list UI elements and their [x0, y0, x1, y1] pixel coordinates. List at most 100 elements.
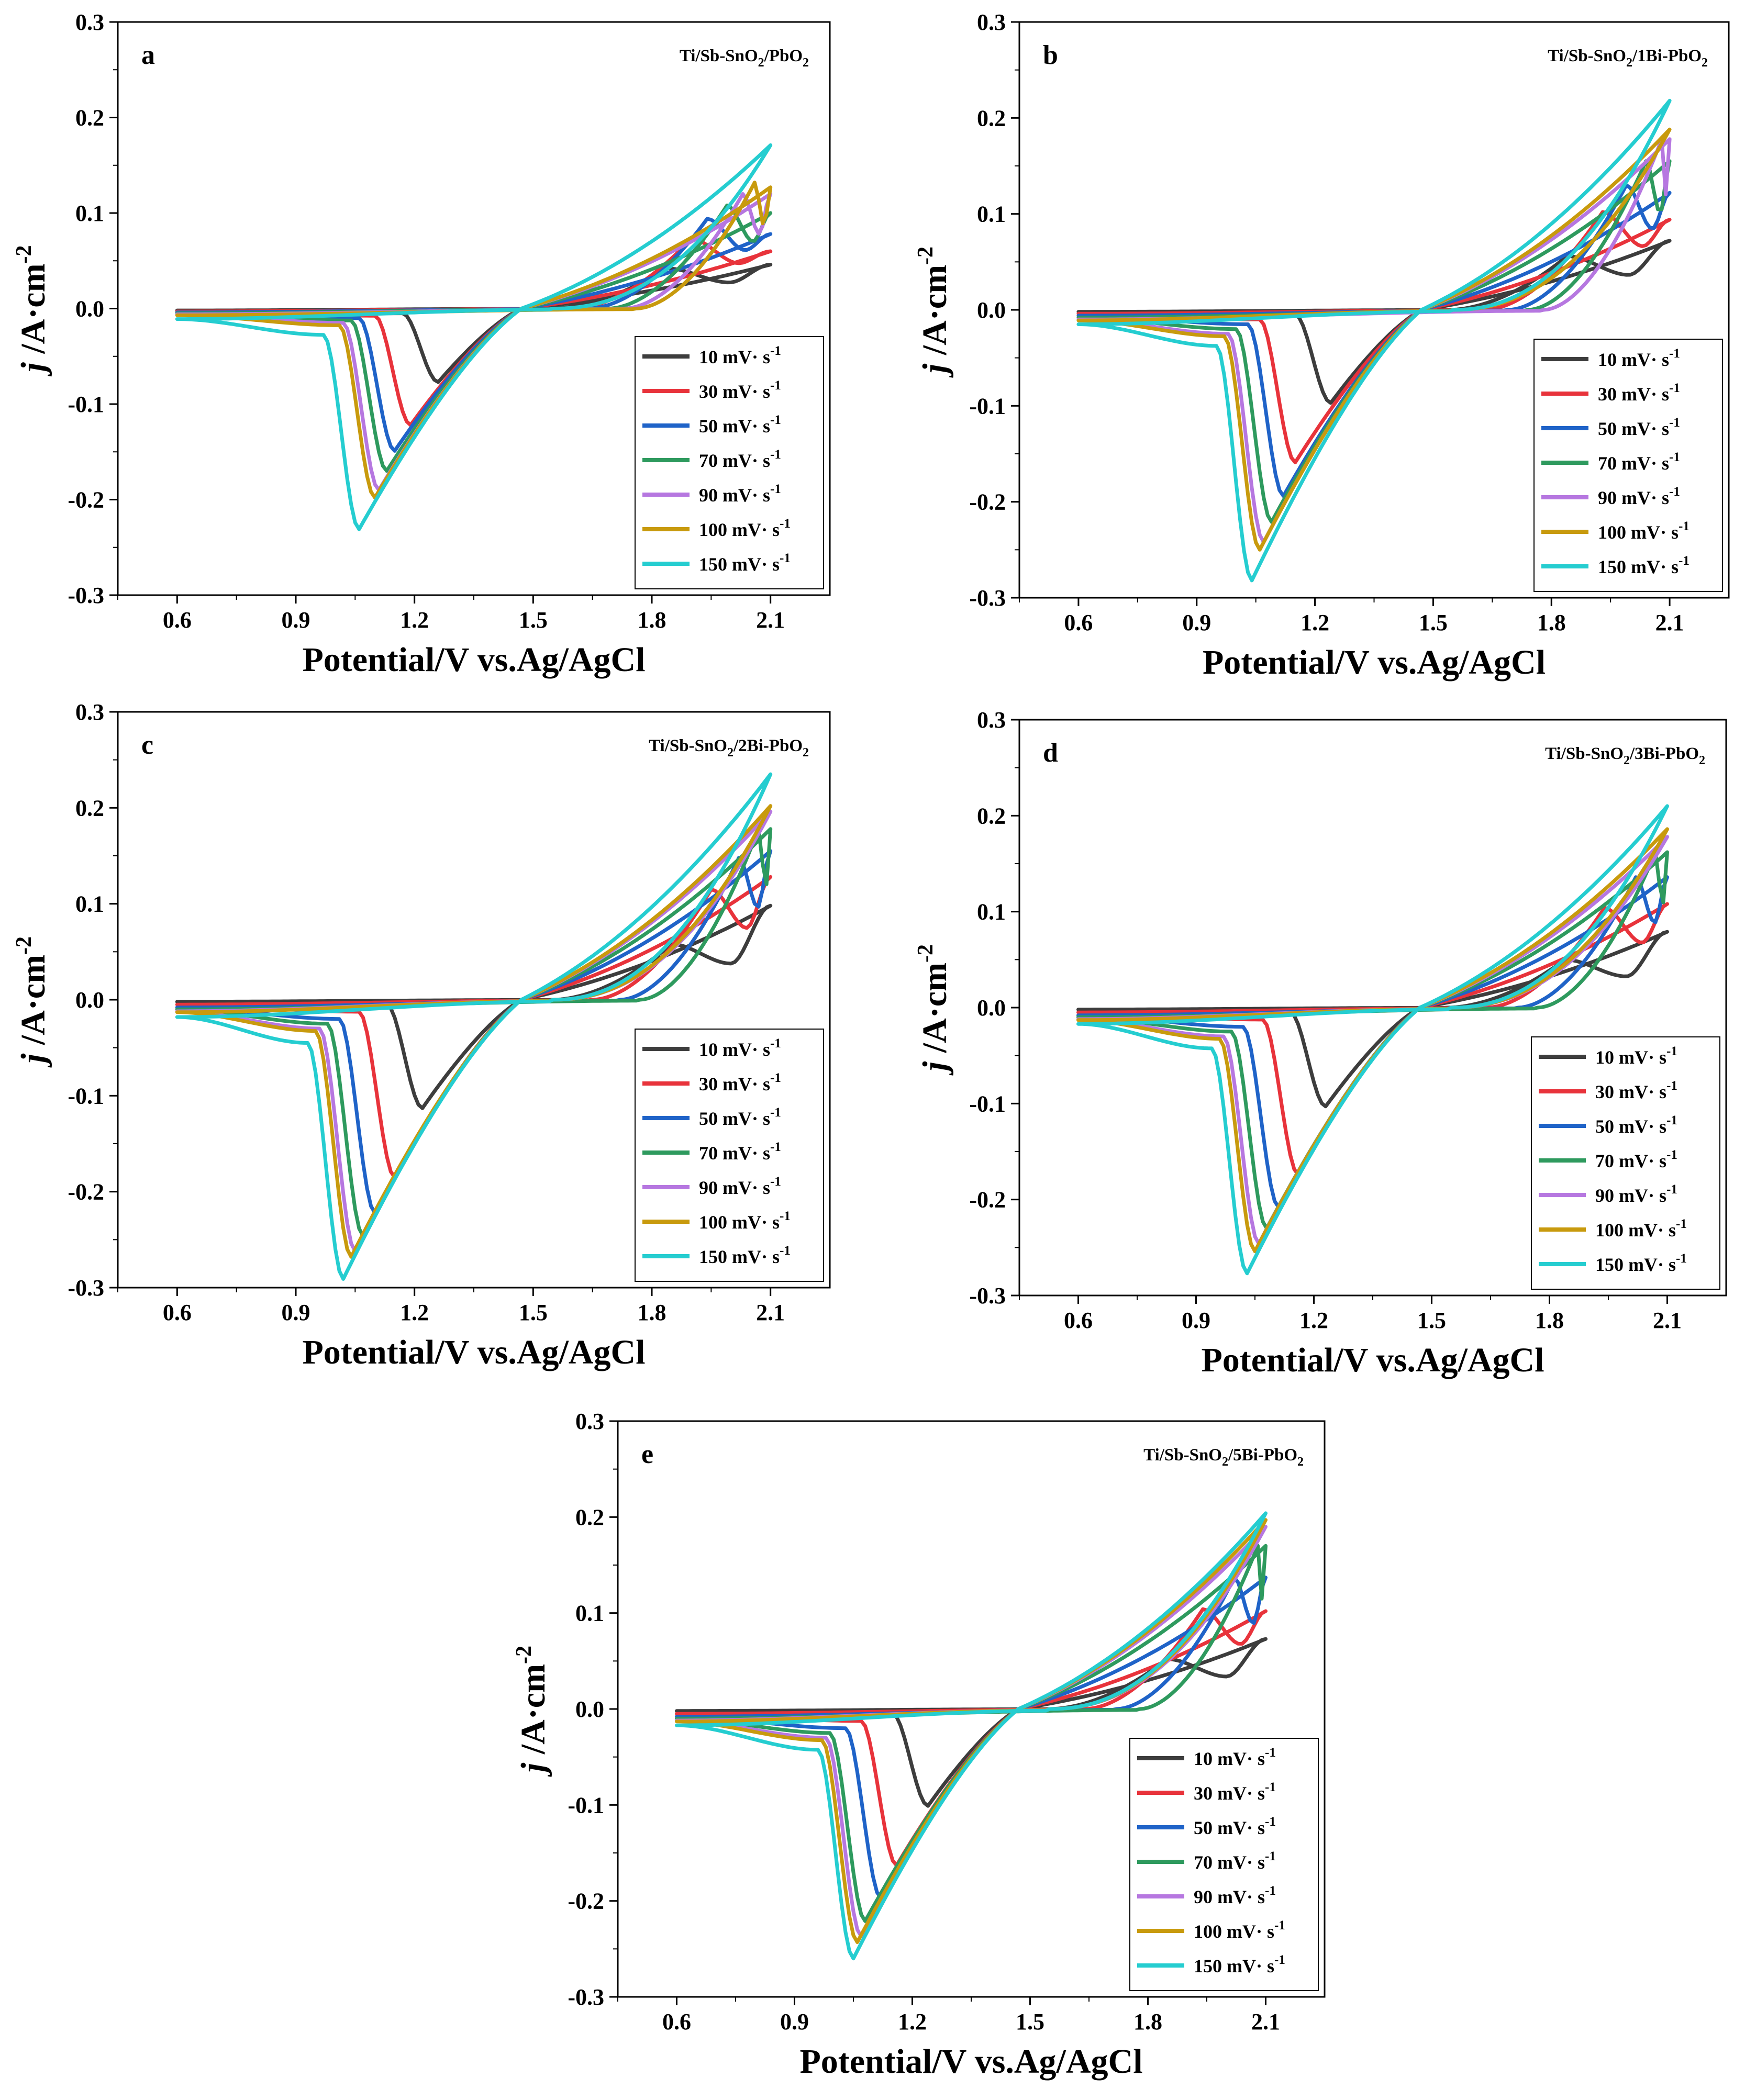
panel-letter: b: [1043, 40, 1058, 70]
legend-label: 90 mV· s-1: [1598, 485, 1680, 508]
y-tick-label: 0.1: [75, 200, 104, 226]
series-line-150-mv: [1076, 804, 1669, 1276]
x-tick-label: 2.1: [1251, 2009, 1280, 2035]
y-tick-label: -0.1: [68, 1083, 104, 1109]
series-line-100-mv: [675, 1518, 1268, 1944]
y-tick-label: -0.3: [969, 585, 1006, 611]
legend-box: [1531, 1036, 1720, 1290]
legend-label: 100 mV· s-1: [699, 517, 791, 540]
y-tick-label: 0.2: [75, 105, 104, 131]
y-tick-label: -0.3: [68, 583, 104, 608]
legend-label: 10 mV· s-1: [1194, 1746, 1276, 1769]
y-tick-label: 0.0: [575, 1696, 604, 1722]
legend-label: 90 mV· s-1: [1194, 1884, 1276, 1907]
x-tick-label: 1.2: [1299, 1308, 1328, 1333]
panel-letter: c: [141, 730, 153, 760]
legend-label: 100 mV· s-1: [1595, 1217, 1687, 1241]
x-tick-label: 0.6: [163, 1300, 192, 1325]
y-tick-label: 0.2: [575, 1504, 604, 1530]
x-tick-label: 0.9: [282, 607, 310, 633]
chart-svg-a: 0.6 0.9 1.2 1.5 1.8 2.1 -0.3 -0.2 -0.1 0.0 0.1 0.2 0…: [12, 9, 831, 679]
x-tick-label: 1.5: [519, 1300, 548, 1325]
chart-svg-e: 0.6 0.9 1.2 1.5 1.8 2.1 -0.3 -0.2 -0.1 0.0 0.1 0.2 0…: [512, 1409, 1326, 2081]
y-tick-label: 0.3: [977, 707, 1006, 733]
y-tick-label: 0.0: [977, 995, 1006, 1021]
x-tick-label: 1.2: [1301, 610, 1329, 635]
y-tick-label: -0.1: [568, 1792, 604, 1818]
y-tick-label: 0.2: [977, 803, 1006, 829]
legend-label: 90 mV· s-1: [699, 482, 781, 506]
legend-label: 50 mV· s-1: [699, 413, 781, 437]
chart-svg-b: 0.6 0.9 1.2 1.5 1.8 2.1 -0.3 -0.2 -0.1 0.0 0.1 0.2 0…: [914, 9, 1730, 682]
x-tick-label: 0.9: [1182, 1308, 1210, 1333]
series-line-30-mv: [175, 875, 773, 1179]
chart-panel-c: 0.6 0.9 1.2 1.5 1.8 2.1 -0.3 -0.2 -0.1 0.0 0.1 0.2 0…: [0, 691, 873, 1392]
legend-label: 70 mV· s-1: [1598, 450, 1680, 474]
chart-panel-b: 0.6 0.9 1.2 1.5 1.8 2.1 -0.3 -0.2 -0.1 0.0 0.1 0.2 0…: [873, 0, 1745, 682]
panel-letter: a: [141, 40, 155, 70]
series-line-150-mv: [175, 772, 773, 1281]
y-tick-label: -0.2: [68, 487, 104, 513]
y-tick-label: 0.3: [75, 9, 104, 35]
legend-label: 10 mV· s-1: [1595, 1044, 1677, 1068]
legend-label: 50 mV· s-1: [1595, 1113, 1677, 1137]
legend-label: 30 mV· s-1: [699, 1071, 781, 1094]
series-line-100-mv: [1076, 127, 1672, 552]
sample-label: Ti/Sb-SnO2/5Bi-PbO2: [1143, 1446, 1304, 1469]
y-tick-label: -0.3: [68, 1275, 104, 1301]
x-axis-title: Potential/V vs.Ag/AgCl: [1203, 643, 1546, 682]
legend-label: 30 mV· s-1: [1595, 1079, 1677, 1102]
y-tick-label: -0.2: [568, 1889, 604, 1914]
x-tick-label: 0.6: [163, 607, 192, 633]
y-axis-title: j /A·cm-2: [12, 245, 52, 376]
y-tick-label: -0.1: [969, 1091, 1006, 1116]
x-tick-label: 1.2: [400, 607, 429, 633]
x-tick-label: 1.8: [1537, 610, 1566, 635]
x-tick-label: 1.5: [1417, 1308, 1446, 1333]
y-tick-label: 0.3: [977, 9, 1006, 35]
series-line-150-mv: [1076, 98, 1672, 583]
y-axis-title: j /A·cm-2: [914, 247, 954, 378]
legend-label: 30 mV· s-1: [699, 378, 781, 402]
x-tick-label: 1.8: [638, 1300, 666, 1325]
series-line-30-mv: [675, 1607, 1268, 1868]
x-tick-label: 1.8: [1535, 1308, 1564, 1333]
legend-label: 10 mV· s-1: [699, 344, 781, 367]
chart-svg-c: 0.6 0.9 1.2 1.5 1.8 2.1 -0.3 -0.2 -0.1 0.0 0.1 0.2 0…: [12, 699, 831, 1371]
x-axis-title: Potential/V vs.Ag/AgCl: [799, 2042, 1142, 2081]
legend-label: 100 mV· s-1: [1194, 1918, 1285, 1942]
x-tick-label: 1.8: [638, 607, 666, 633]
y-tick-label: -0.1: [969, 393, 1006, 419]
legend-label: 90 mV· s-1: [1595, 1182, 1677, 1206]
sample-label: Ti/Sb-SnO2/1Bi-PbO2: [1548, 47, 1708, 70]
y-tick-label: -0.2: [68, 1179, 104, 1205]
legend-label: 70 mV· s-1: [699, 448, 781, 471]
series-line-100-mv: [175, 804, 773, 1259]
x-tick-label: 1.2: [898, 2009, 927, 2035]
y-tick-label: 0.0: [75, 296, 104, 322]
sample-label: Ti/Sb-SnO2/3Bi-PbO2: [1545, 744, 1705, 767]
chart-panel-a: 0.6 0.9 1.2 1.5 1.8 2.1 -0.3 -0.2 -0.1 0.0 0.1 0.2 0…: [0, 0, 873, 680]
y-tick-label: 0.0: [75, 987, 104, 1013]
y-tick-label: 0.1: [977, 202, 1006, 227]
y-tick-label: 0.1: [75, 891, 104, 917]
y-tick-label: 0.1: [977, 899, 1006, 925]
series-line-150-mv: [175, 143, 773, 531]
y-tick-label: 0.1: [575, 1601, 604, 1626]
series-line-30-mv: [1076, 902, 1669, 1177]
legend-label: 150 mV· s-1: [1595, 1252, 1687, 1275]
panel-letter: e: [641, 1439, 653, 1469]
legend-label: 50 mV· s-1: [1194, 1815, 1276, 1838]
x-tick-label: 2.1: [1653, 1308, 1682, 1333]
x-tick-label: 1.8: [1133, 2009, 1162, 2035]
series-line-150-mv: [675, 1511, 1268, 1961]
x-tick-label: 2.1: [1655, 610, 1684, 635]
legend-label: 90 mV· s-1: [699, 1175, 781, 1198]
legend-label: 150 mV· s-1: [699, 551, 791, 575]
y-tick-label: 0.2: [75, 795, 104, 821]
x-tick-label: 2.1: [756, 607, 785, 633]
legend-box: [1533, 339, 1723, 592]
legend-label: 70 mV· s-1: [1595, 1148, 1677, 1171]
legend-label: 70 mV· s-1: [699, 1140, 781, 1164]
x-tick-label: 0.9: [780, 2009, 809, 2035]
